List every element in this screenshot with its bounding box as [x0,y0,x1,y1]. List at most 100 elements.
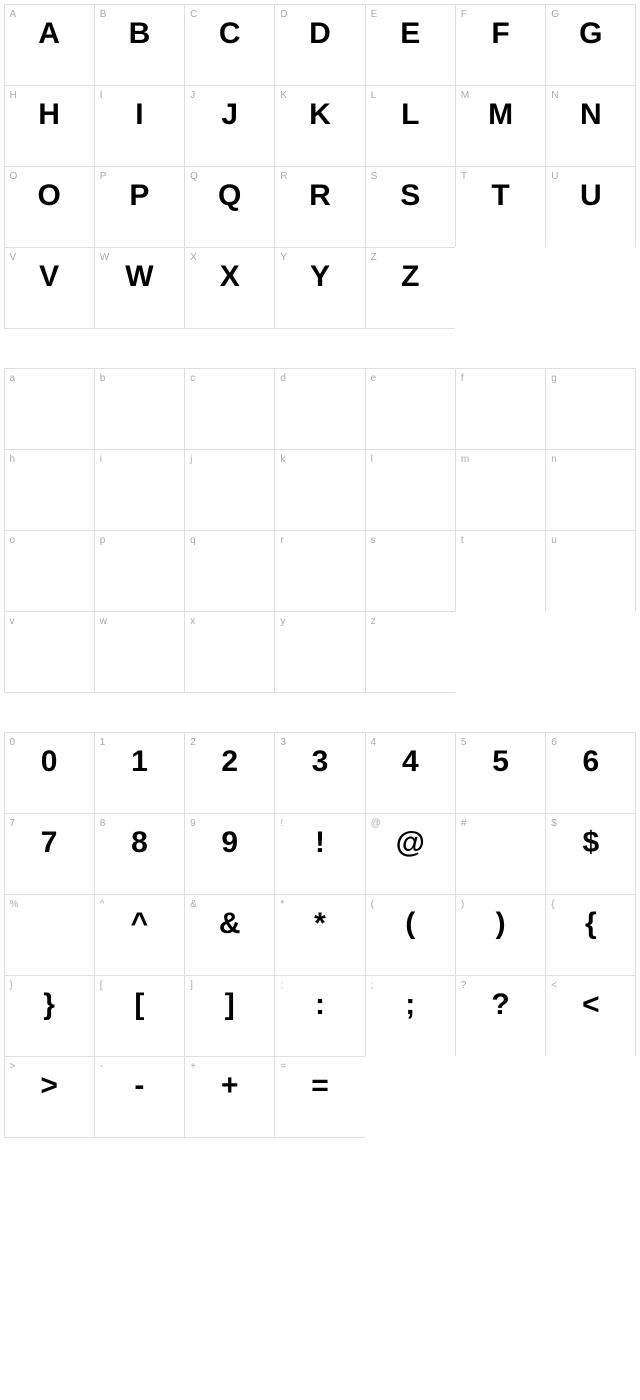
glyph-label: # [461,818,467,829]
glyph-cell: )) [455,894,546,976]
grid-symbols: 00112233445566778899!!@@#$$%^^&&**(()){{… [4,732,636,1137]
glyph-display: B [95,19,184,49]
glyph-cell: o [4,530,95,612]
glyph-cell: VV [4,247,95,329]
glyph-label: g [551,373,557,384]
glyph-display: 6 [546,747,635,777]
glyph-display: ! [275,828,364,858]
glyph-cell: WW [94,247,185,329]
glyph-display: 7 [5,828,94,858]
glyph-display: ( [366,909,455,939]
glyph-cell: t [455,530,546,612]
empty-cell [545,1056,636,1138]
glyph-cell: ++ [184,1056,275,1138]
glyph-display: U [546,181,635,211]
glyph-display: K [275,100,364,130]
glyph-cell: 22 [184,732,275,814]
glyph-cell: 66 [545,732,636,814]
glyph-cell: !! [274,813,365,895]
glyph-display: > [5,1071,94,1101]
glyph-display: ) [456,909,545,939]
glyph-cell: q [184,530,275,612]
glyph-cell: ZZ [365,247,456,329]
glyph-label: x [190,616,195,627]
glyph-label: v [10,616,15,627]
glyph-cell: c [184,368,275,450]
glyph-display: R [275,181,364,211]
glyph-cell: == [274,1056,365,1138]
empty-cell [455,611,546,693]
empty-cell [455,1056,546,1138]
glyph-label: q [190,535,196,546]
glyph-cell: PP [94,166,185,248]
glyph-cell: ** [274,894,365,976]
glyph-display: ; [366,990,455,1020]
glyph-label: h [10,454,16,465]
glyph-display: O [5,181,94,211]
glyph-display: P [95,181,184,211]
glyph-label: n [551,454,557,465]
glyph-cell: 44 [365,732,456,814]
section-lowercase: abcdefghijklmnopqrstuvwxyz [4,368,636,692]
character-map-container: AABBCCDDEEFFGGHHIIJJKKLLMMNNOOPPQQRRSSTT… [4,4,636,1137]
glyph-cell: g [545,368,636,450]
glyph-cell: QQ [184,166,275,248]
glyph-label: y [280,616,285,627]
glyph-label: d [280,373,286,384]
glyph-cell: HH [4,85,95,167]
glyph-display: W [95,262,184,292]
glyph-display: = [275,1071,364,1101]
glyph-cell: CC [184,4,275,86]
glyph-label: a [10,373,16,384]
glyph-cell: m [455,449,546,531]
glyph-display: I [95,100,184,130]
glyph-cell: d [274,368,365,450]
glyph-display: * [275,909,364,939]
glyph-cell: y [274,611,365,693]
glyph-cell: j [184,449,275,531]
glyph-cell: 33 [274,732,365,814]
glyph-cell: KK [274,85,365,167]
glyph-label: k [280,454,285,465]
glyph-cell: >> [4,1056,95,1138]
glyph-display: M [456,100,545,130]
glyph-label: s [371,535,376,546]
glyph-cell: ?? [455,975,546,1057]
glyph-cell: k [274,449,365,531]
empty-cell [545,247,636,329]
glyph-display: E [366,19,455,49]
glyph-display: - [95,1071,184,1101]
glyph-cell: s [365,530,456,612]
glyph-cell: DD [274,4,365,86]
glyph-cell: SS [365,166,456,248]
glyph-cell: AA [4,4,95,86]
glyph-label: w [100,616,107,627]
glyph-display: ] [185,990,274,1020]
glyph-cell: n [545,449,636,531]
glyph-display: + [185,1071,274,1101]
glyph-display: T [456,181,545,211]
glyph-display: Q [185,181,274,211]
glyph-cell: 00 [4,732,95,814]
glyph-display: { [546,909,635,939]
glyph-cell: 55 [455,732,546,814]
glyph-cell: ]] [184,975,275,1057]
glyph-cell: II [94,85,185,167]
glyph-display: $ [546,828,635,858]
glyph-cell: MM [455,85,546,167]
glyph-cell: JJ [184,85,275,167]
glyph-label: f [461,373,464,384]
glyph-display: ? [456,990,545,1020]
glyph-cell: OO [4,166,95,248]
glyph-display: G [546,19,635,49]
grid-uppercase: AABBCCDDEEFFGGHHIIJJKKLLMMNNOOPPQQRRSSTT… [4,4,636,328]
glyph-cell: 88 [94,813,185,895]
glyph-cell: r [274,530,365,612]
glyph-cell: w [94,611,185,693]
glyph-label: e [371,373,377,384]
glyph-cell: 99 [184,813,275,895]
glyph-cell: v [4,611,95,693]
glyph-display: & [185,909,274,939]
glyph-display: @ [366,828,455,858]
glyph-cell: a [4,368,95,450]
